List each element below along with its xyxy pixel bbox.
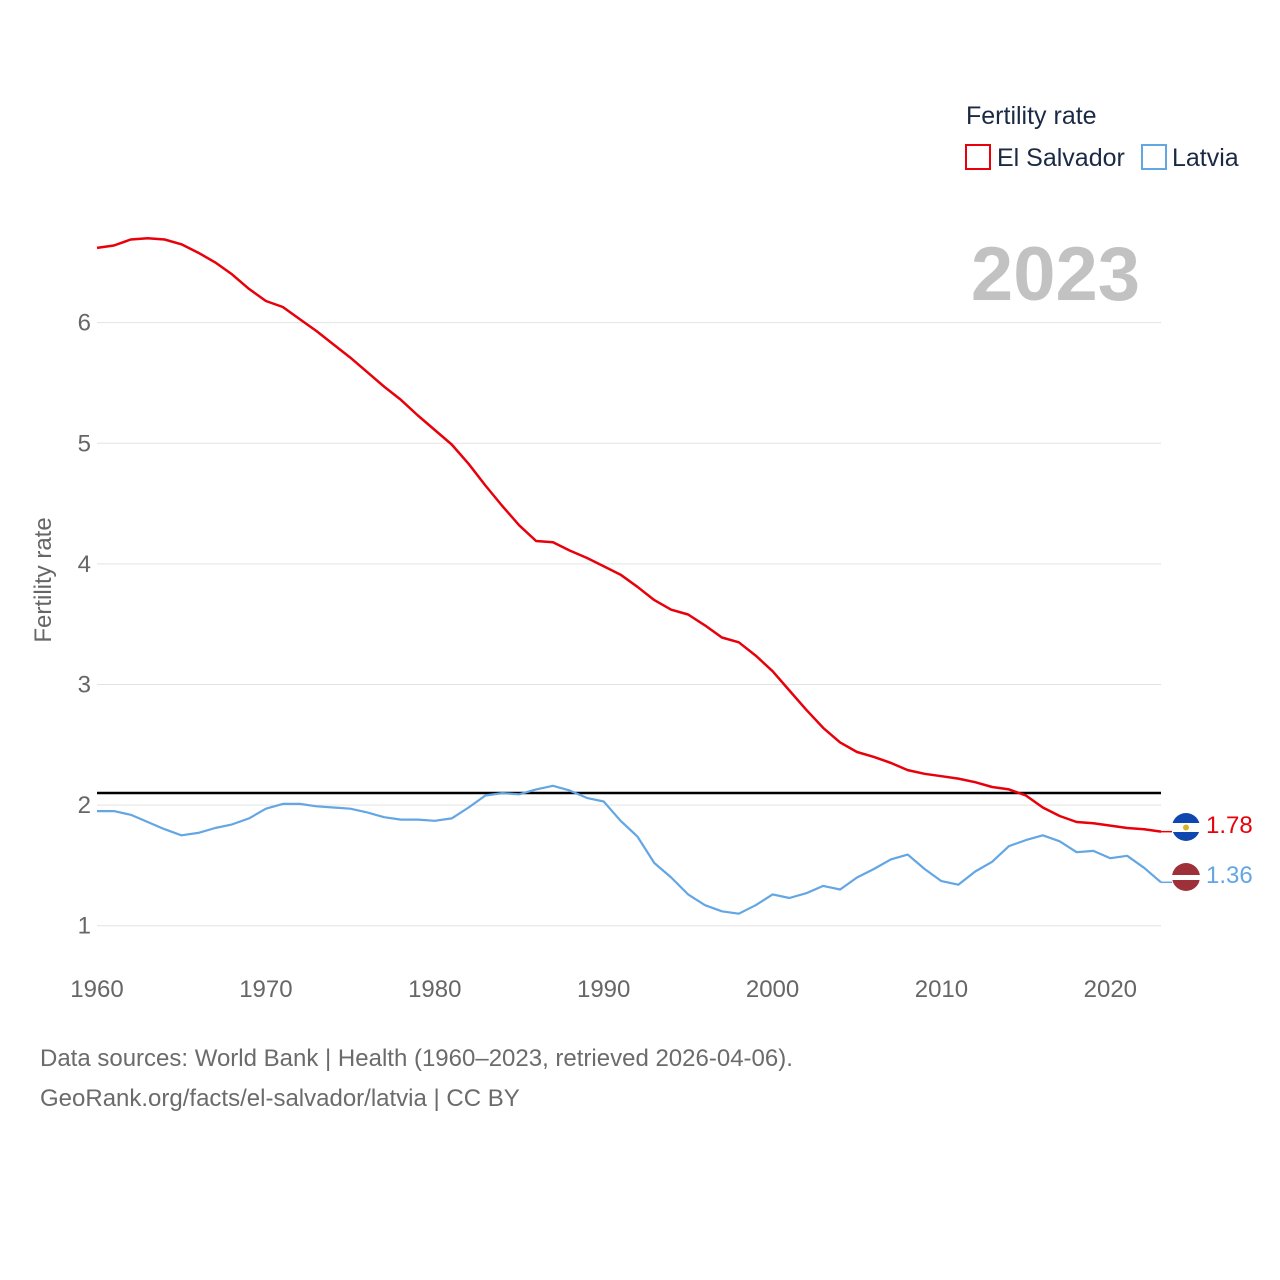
- x-tick-label: 1960: [70, 976, 123, 1003]
- y-tick-label: 2: [78, 792, 91, 819]
- x-tick-label: 1980: [408, 976, 461, 1003]
- source-link[interactable]: GeoRank.org/facts/el-salvador/latvia | C…: [40, 1085, 520, 1112]
- x-tick-label: 2010: [915, 976, 968, 1003]
- series-lines: [96, 236, 1172, 915]
- y-tick-label: 6: [78, 310, 91, 337]
- x-tick-label: 2000: [746, 976, 799, 1003]
- y-gridlines: [97, 322, 1161, 927]
- end-value-latvia: 1.36: [1206, 862, 1253, 889]
- legend-label-latvia: Latvia: [1172, 144, 1239, 172]
- source-note: Data sources: World Bank | Health (1960–…: [40, 1045, 793, 1072]
- x-axis-ticks: 1960 1970 1980 1990 2000 2010 2020: [70, 976, 1137, 1003]
- y-axis-title: Fertility rate: [30, 517, 57, 642]
- legend: Fertility rate El Salvador Latvia: [965, 102, 1239, 172]
- y-tick-label: 1: [78, 913, 91, 940]
- legend-label-el-salvador: El Salvador: [997, 144, 1125, 172]
- end-value-el-salvador: 1.78: [1206, 812, 1253, 839]
- series-line-el-salvador: [96, 236, 1162, 833]
- legend-title: Fertility rate: [966, 102, 1097, 130]
- el-salvador-flag-icon: [1172, 813, 1200, 841]
- x-tick-label: 2020: [1084, 976, 1137, 1003]
- x-tick-label: 1970: [239, 976, 292, 1003]
- y-tick-label: 3: [78, 672, 91, 699]
- legend-swatch-el-salvador: [965, 144, 991, 170]
- x-tick-label: 1990: [577, 976, 630, 1003]
- y-axis-ticks: 1 2 3 4 5 6: [78, 310, 91, 940]
- y-tick-label: 4: [78, 551, 91, 578]
- legend-swatch-latvia: [1141, 144, 1167, 170]
- year-label: 2023: [971, 232, 1140, 317]
- y-tick-label: 5: [78, 430, 91, 457]
- latvia-flag-icon: [1172, 863, 1200, 891]
- series-line-latvia: [97, 784, 1162, 915]
